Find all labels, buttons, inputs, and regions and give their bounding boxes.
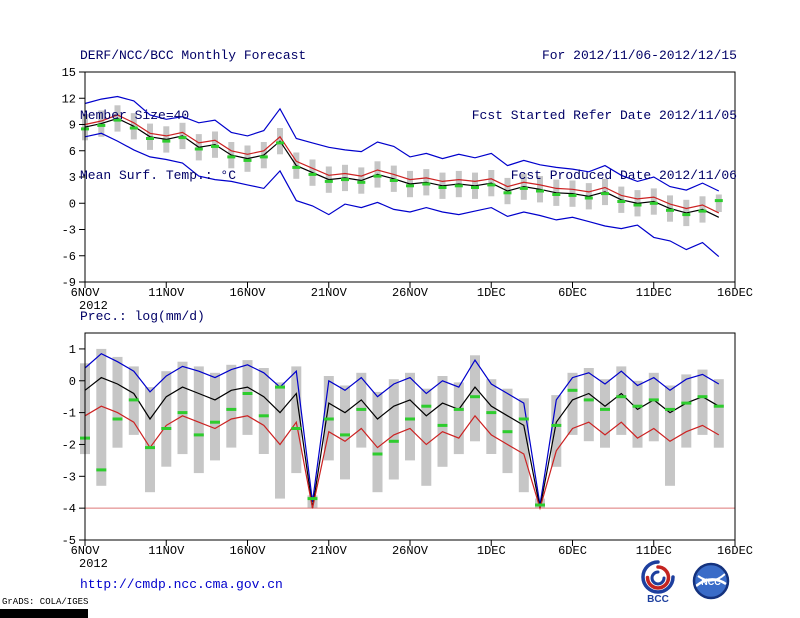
- svg-text:26NOV: 26NOV: [392, 544, 429, 558]
- bottom-black-bar: [0, 609, 88, 618]
- svg-text:16NOV: 16NOV: [229, 544, 266, 558]
- bcc-logo-inner-swirl: [650, 570, 666, 586]
- svg-text:11NOV: 11NOV: [148, 544, 185, 558]
- svg-text:6DEC: 6DEC: [558, 286, 587, 300]
- temperature-ensemble-mean-line: [84, 117, 720, 218]
- temp-chart-title: Mean Surf. Temp.: °C: [80, 168, 237, 183]
- fcst-refer-date-label: Fcst Started Refer Date 2012/11/05: [471, 108, 737, 123]
- svg-text:-6: -6: [62, 250, 76, 264]
- svg-text:16DEC: 16DEC: [717, 544, 753, 558]
- footer-logos: BCC NCC: [638, 558, 734, 606]
- ncc-logo-ring: [692, 562, 730, 600]
- fcst-produced-date-label: Fcst Produced Date 2012/11/06: [510, 168, 737, 183]
- svg-text:6NOV: 6NOV: [71, 286, 101, 300]
- source-url: http://cmdp.ncc.cma.gov.cn: [80, 577, 283, 592]
- header-left: DERF/NCC/BCC Monthly Forecast Member Siz…: [80, 6, 306, 226]
- svg-text:16NOV: 16NOV: [229, 286, 266, 300]
- svg-text:1DEC: 1DEC: [477, 286, 506, 300]
- precipitation-control-line: [84, 405, 720, 511]
- svg-text:-3: -3: [62, 470, 76, 484]
- svg-text:26NOV: 26NOV: [392, 286, 429, 300]
- svg-text:1DEC: 1DEC: [477, 544, 506, 558]
- svg-text:3: 3: [69, 171, 76, 185]
- bcc-logo: BCC: [641, 560, 675, 604]
- svg-text:2012: 2012: [79, 299, 108, 313]
- svg-text:6DEC: 6DEC: [558, 544, 587, 558]
- svg-text:11DEC: 11DEC: [636, 544, 672, 558]
- ncc-logo: NCC: [692, 562, 730, 600]
- svg-text:11NOV: 11NOV: [148, 286, 185, 300]
- precipitation-green-marks: [80, 385, 724, 507]
- svg-text:-9: -9: [62, 276, 76, 290]
- svg-text:2012: 2012: [79, 557, 108, 571]
- ncc-logo-label: NCC: [701, 577, 721, 587]
- svg-text:0: 0: [69, 197, 76, 211]
- svg-text:16DEC: 16DEC: [717, 286, 753, 300]
- svg-text:0: 0: [69, 375, 76, 389]
- svg-text:9: 9: [69, 119, 76, 133]
- bcc-logo-outer-swirl: [641, 560, 675, 594]
- svg-text:6: 6: [69, 145, 76, 159]
- svg-text:15: 15: [62, 66, 76, 80]
- svg-text:-1: -1: [62, 407, 76, 421]
- forecast-period-label: For 2012/11/06-2012/12/15: [541, 48, 737, 63]
- svg-text:-4: -4: [62, 502, 76, 516]
- bcc-logo-red-swirl: [645, 565, 671, 590]
- precipitation-ensemble-mean-line: [84, 376, 720, 509]
- svg-text:11DEC: 11DEC: [636, 286, 672, 300]
- precipitation-ensemble-max-line: [84, 352, 720, 506]
- bcc-logo-label: BCC: [647, 594, 669, 604]
- precipitation-spread-bars: [80, 348, 724, 509]
- svg-text:21NOV: 21NOV: [311, 544, 348, 558]
- grads-stamp: GrADS: COLA/IGES: [2, 597, 89, 607]
- svg-text:-5: -5: [62, 534, 76, 548]
- svg-text:6NOV: 6NOV: [71, 544, 101, 558]
- svg-text:-3: -3: [62, 224, 76, 238]
- header-right: For 2012/11/06-2012/12/15 Fcst Started R…: [472, 6, 737, 226]
- temperature-control-line: [84, 114, 720, 214]
- member-size-label: Member Size=40: [80, 108, 190, 123]
- temperature-ensemble-min-line: [84, 132, 720, 258]
- svg-text:-2: -2: [62, 439, 76, 453]
- temperature-ensemble-max-line: [84, 95, 720, 192]
- precip-chart-title: Prec.: log(mm/d): [80, 309, 205, 324]
- svg-text:1: 1: [69, 343, 76, 357]
- svg-text:21NOV: 21NOV: [311, 286, 348, 300]
- page-title: DERF/NCC/BCC Monthly Forecast: [80, 48, 307, 63]
- ncc-logo-band-2: [697, 573, 726, 582]
- svg-text:12: 12: [62, 92, 76, 106]
- ncc-logo-band-1: [695, 578, 727, 587]
